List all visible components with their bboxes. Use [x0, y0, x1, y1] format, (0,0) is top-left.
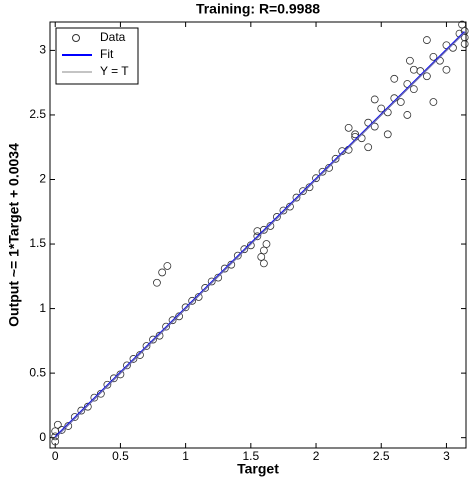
- data-point: [292, 193, 301, 202]
- x-tick-label: 1: [182, 449, 189, 463]
- data-point: [460, 33, 469, 42]
- data-point: [422, 36, 431, 44]
- data-point: [396, 98, 405, 106]
- chart-title: Training: R=0.9988: [196, 1, 320, 17]
- data-point: [409, 65, 418, 74]
- data-point: [318, 167, 327, 176]
- data-point: [201, 284, 210, 292]
- data-point: [51, 432, 60, 441]
- data-point: [273, 213, 281, 221]
- x-tick-label: 2.5: [373, 449, 390, 463]
- data-point: [116, 370, 125, 379]
- data-point: [64, 422, 73, 430]
- y-tick-label: 0.5: [29, 365, 46, 379]
- data-point: [90, 393, 99, 402]
- data-point: [240, 245, 249, 254]
- data-point: [312, 174, 320, 183]
- data-point: [305, 183, 314, 192]
- data-point: [220, 264, 229, 273]
- data-point: [409, 85, 418, 94]
- x-tick-label: 0: [52, 449, 59, 463]
- data-point: [429, 52, 438, 61]
- data-point: [181, 303, 190, 312]
- data-point: [246, 241, 255, 250]
- data-point: [233, 251, 242, 260]
- data-point: [351, 130, 360, 139]
- data-point: [168, 316, 177, 325]
- data-point: [53, 420, 62, 429]
- data-point: [51, 437, 60, 446]
- legend-label: Y = T: [100, 64, 129, 78]
- y-axis-label: Output ~= 1*Target + 0.0034: [6, 143, 22, 327]
- plot-frame: [49, 21, 467, 449]
- data-point: [325, 163, 333, 172]
- y-tick-label: 0: [39, 430, 46, 444]
- data-point: [266, 222, 275, 230]
- data-point: [364, 143, 373, 152]
- legend-label: Fit: [100, 47, 114, 61]
- data-point: [377, 104, 386, 113]
- data-point: [155, 331, 164, 340]
- data-point: [286, 202, 294, 211]
- data-point: [429, 98, 438, 106]
- data-point: [390, 74, 399, 83]
- data-point: [214, 273, 223, 282]
- x-axis-label: Target: [237, 461, 279, 477]
- y-tick-label: 2: [39, 172, 46, 186]
- data-point: [370, 95, 379, 104]
- data-point: [70, 413, 79, 421]
- data-point: [383, 130, 392, 139]
- data-point: [406, 56, 414, 65]
- data-point: [153, 278, 161, 287]
- data-point: [253, 232, 262, 241]
- data-point: [175, 312, 184, 321]
- legend-marker: [72, 34, 80, 42]
- x-tick-label: 2: [313, 449, 320, 463]
- data-point: [253, 227, 262, 236]
- data-point: [142, 342, 151, 350]
- data-point: [259, 259, 268, 268]
- data-point: [194, 293, 203, 301]
- data-point: [129, 355, 138, 363]
- data-point: [149, 335, 157, 344]
- y-tick-label: 2.5: [29, 107, 46, 121]
- data-point: [103, 380, 112, 389]
- data-point: [344, 123, 353, 132]
- data-point: [227, 260, 236, 269]
- data-point: [163, 262, 172, 270]
- data-point: [51, 427, 60, 436]
- y-tick-label: 3: [39, 43, 46, 57]
- y-tick-label: 1: [39, 301, 46, 315]
- data-point: [422, 72, 431, 81]
- data-point: [460, 27, 469, 35]
- data-point: [123, 361, 131, 370]
- line: [54, 31, 466, 439]
- data-point: [331, 154, 340, 163]
- data-point: [188, 296, 197, 305]
- data-point: [162, 322, 170, 331]
- data-point: [279, 206, 288, 215]
- data-point: [257, 253, 266, 261]
- legend-label: Data: [100, 30, 126, 44]
- data-point: [403, 111, 412, 119]
- data-point: [158, 268, 167, 277]
- x-tick-label: 0.5: [112, 449, 129, 463]
- y-tick-label: 1.5: [29, 236, 46, 250]
- x-tick-label: 1.5: [242, 449, 259, 463]
- data-point: [136, 351, 144, 359]
- data-point: [83, 402, 92, 411]
- data-point: [96, 389, 105, 398]
- data-point: [259, 246, 268, 255]
- data-point: [109, 374, 118, 383]
- data-point: [77, 406, 86, 415]
- data-point: [460, 40, 469, 48]
- data-point: [299, 187, 307, 196]
- data-point: [370, 122, 379, 131]
- data-point: [262, 240, 271, 248]
- data-point: [207, 277, 216, 286]
- data-point: [442, 65, 451, 74]
- x-tick-label: 3: [443, 449, 450, 463]
